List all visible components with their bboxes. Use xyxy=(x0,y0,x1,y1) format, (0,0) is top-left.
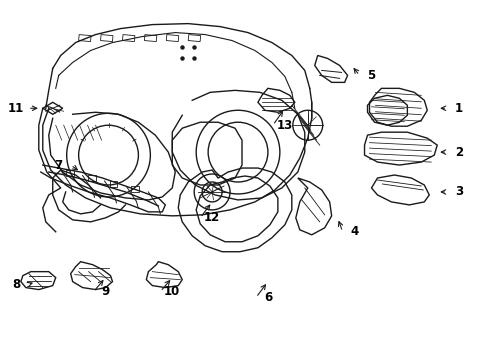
Text: 4: 4 xyxy=(350,225,358,238)
Text: 1: 1 xyxy=(454,102,462,115)
Text: 9: 9 xyxy=(101,285,109,298)
Bar xyxy=(79,35,91,42)
Text: 13: 13 xyxy=(276,119,292,132)
Bar xyxy=(188,35,200,42)
Text: 7: 7 xyxy=(55,158,62,172)
Bar xyxy=(101,35,113,42)
Text: 10: 10 xyxy=(164,285,180,298)
Text: 12: 12 xyxy=(203,211,220,224)
Bar xyxy=(109,181,117,187)
Bar xyxy=(131,186,139,192)
Text: 8: 8 xyxy=(12,278,20,291)
Bar xyxy=(65,170,74,176)
Bar xyxy=(87,175,95,181)
Bar xyxy=(122,35,135,42)
Text: 6: 6 xyxy=(263,291,271,304)
Text: 11: 11 xyxy=(8,102,24,115)
Text: 5: 5 xyxy=(366,69,375,82)
Bar xyxy=(166,35,179,42)
Bar xyxy=(144,35,157,42)
Text: 2: 2 xyxy=(454,145,462,159)
Text: 3: 3 xyxy=(454,185,462,198)
